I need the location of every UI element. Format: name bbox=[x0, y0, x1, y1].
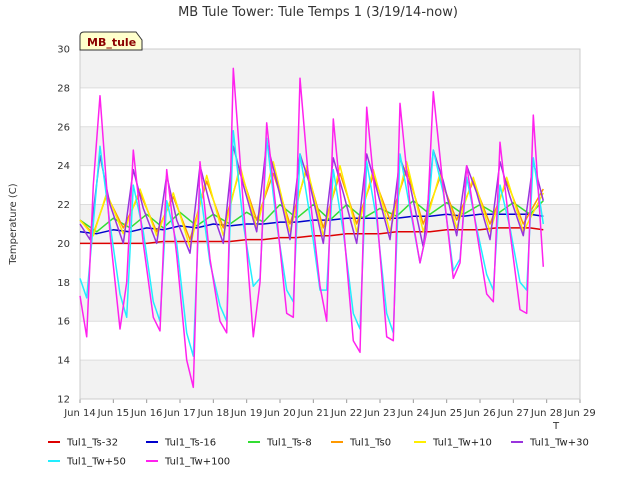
grid-band bbox=[80, 321, 580, 361]
y-tick-label: 28 bbox=[57, 83, 70, 94]
legend-label: Tul1_Ts-16 bbox=[164, 438, 216, 449]
grid-band bbox=[80, 87, 580, 127]
y-axis-ticks: 12 14 16 18 20 22 24 26 28 30 bbox=[57, 45, 70, 406]
x-tick-label: Jun 16 bbox=[130, 408, 163, 419]
legend: Tul1_Ts-32 Tul1_Ts-16 Tul1_Ts-8 Tul1_Ts0 Tul… bbox=[48, 438, 589, 468]
legend-label: Tul1_Tw+30 bbox=[529, 438, 589, 449]
x-tick-label: Jun 19 bbox=[230, 408, 263, 419]
y-tick-label: 30 bbox=[57, 45, 70, 56]
grid-band bbox=[80, 282, 580, 322]
legend-label: Tul1_Tw+50 bbox=[66, 457, 126, 468]
x-tick-label: Jun 17 bbox=[163, 408, 196, 419]
legend-label: Tul1_Tw+100 bbox=[164, 457, 230, 468]
x-tick-label: Jun 25 bbox=[430, 408, 463, 419]
chart-title: MB Tule Tower: Tule Temps 1 (3/19/14-now… bbox=[178, 5, 458, 20]
x-tick-label: Jun 21 bbox=[297, 408, 330, 419]
legend-label: Tul1_Ts0 bbox=[349, 438, 391, 449]
legend-label: Tul1_Tw+10 bbox=[432, 438, 492, 449]
x-axis-suffix: T bbox=[552, 421, 560, 432]
y-tick-label: 16 bbox=[57, 317, 70, 328]
x-tick-label: Jun 26 bbox=[463, 408, 496, 419]
x-tick-label: Jun 23 bbox=[363, 408, 396, 419]
y-axis-label: Temperature (C) bbox=[8, 183, 19, 265]
y-tick-label: 22 bbox=[57, 200, 70, 211]
x-tick-label: Jun 29 bbox=[563, 408, 596, 419]
legend-label: Tul1_Ts-8 bbox=[266, 438, 312, 449]
grid-band bbox=[80, 243, 580, 283]
y-tick-label: 18 bbox=[57, 278, 70, 289]
x-tick-label: Jun 28 bbox=[530, 408, 563, 419]
station-tag: MB_tule bbox=[79, 31, 143, 51]
x-axis-ticks: Jun 14 Jun 15 Jun 16 Jun 17 Jun 18 Jun 19 Jun … bbox=[63, 399, 596, 419]
y-tick-label: 20 bbox=[57, 239, 70, 250]
y-tick-label: 24 bbox=[57, 161, 70, 172]
y-tick-label: 14 bbox=[57, 356, 70, 367]
y-tick-label: 12 bbox=[57, 395, 70, 406]
series-line-tul1-tw-100 bbox=[79, 67, 545, 389]
grid-band bbox=[80, 126, 580, 166]
grid-band bbox=[80, 360, 580, 399]
station-tag-label: MB_tule bbox=[87, 36, 136, 49]
legend-label: Tul1_Ts-32 bbox=[66, 438, 118, 449]
x-tick-label: Jun 27 bbox=[497, 408, 530, 419]
station-tag-shape bbox=[79, 31, 143, 51]
y-tick-label: 26 bbox=[57, 122, 70, 133]
grid-band bbox=[80, 49, 580, 88]
x-tick-label: Jun 20 bbox=[263, 408, 296, 419]
x-tick-label: Jun 18 bbox=[197, 408, 230, 419]
x-tick-label: Jun 22 bbox=[330, 408, 363, 419]
x-tick-label: Jun 24 bbox=[397, 408, 430, 419]
series-lines bbox=[79, 67, 545, 389]
x-tick-label: Jun 14 bbox=[63, 408, 96, 419]
series-line-tul1-ts-8 bbox=[79, 199, 544, 233]
x-tick-label: Jun 15 bbox=[97, 408, 130, 419]
